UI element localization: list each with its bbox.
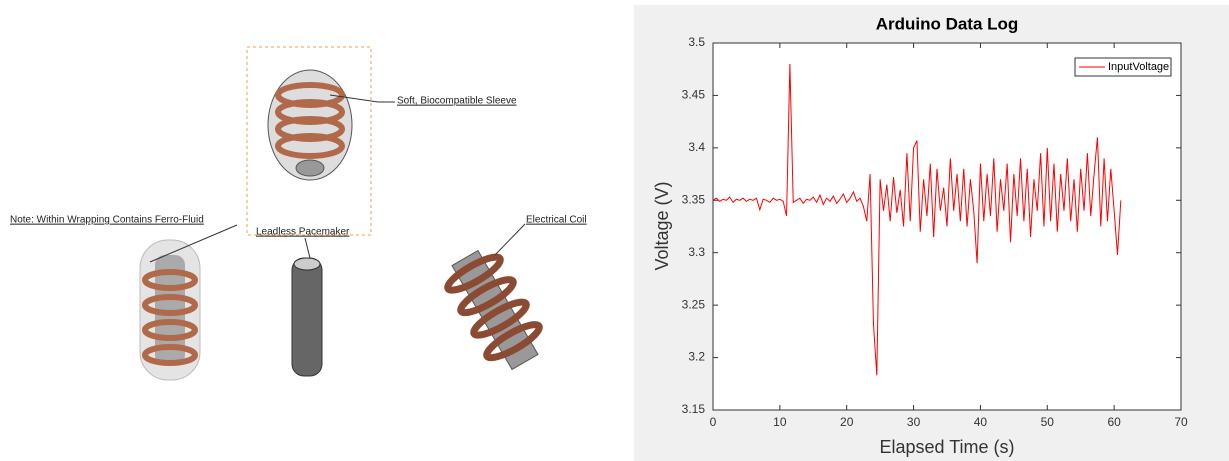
x-tick-label: 60 <box>1107 415 1121 429</box>
chart-title: Arduino Data Log <box>876 14 1019 33</box>
pacemaker-tip <box>294 258 320 270</box>
x-tick-label: 50 <box>1041 415 1055 429</box>
label: Electrical Coil <box>526 215 587 226</box>
y-tick-label: 3.2 <box>688 350 705 364</box>
page: Soft, Biocompatible Sleeve Note: Within … <box>0 0 1229 461</box>
y-axis-label: Voltage (V) <box>652 181 672 270</box>
y-tick-label: 3.45 <box>682 88 706 102</box>
coil-right <box>439 243 551 377</box>
x-tick-label: 20 <box>840 415 854 429</box>
x-axis-label: Elapsed Time (s) <box>879 437 1014 457</box>
x-tick-label: 0 <box>710 415 717 429</box>
label: Soft, Biocompatible Sleeve <box>397 96 517 107</box>
figure: Soft, Biocompatible Sleeve Note: Within … <box>0 0 1229 461</box>
pacemaker <box>292 258 322 376</box>
x-tick-label: 30 <box>907 415 921 429</box>
y-tick-label: 3.35 <box>682 192 706 206</box>
y-tick-label: 3.5 <box>688 35 705 49</box>
y-tick-label: 3.3 <box>688 245 705 259</box>
y-tick-label: 3.25 <box>682 297 706 311</box>
chart: Arduino Data Log Elapsed Time (s) Voltag… <box>634 5 1229 461</box>
y-tick-label: 3.15 <box>682 402 706 416</box>
x-tick-label: 70 <box>1174 415 1188 429</box>
legend-label: InputVoltage <box>1108 61 1169 73</box>
core-top <box>296 160 324 176</box>
y-tick-label: 3.4 <box>688 140 705 154</box>
diagram: Soft, Biocompatible Sleeve Note: Within … <box>10 47 587 380</box>
label: Leadless Pacemaker <box>256 227 350 238</box>
x-tick-label: 10 <box>773 415 787 429</box>
x-tick-label: 40 <box>974 415 988 429</box>
label: Note: Within Wrapping Contains Ferro-Flu… <box>10 215 204 226</box>
